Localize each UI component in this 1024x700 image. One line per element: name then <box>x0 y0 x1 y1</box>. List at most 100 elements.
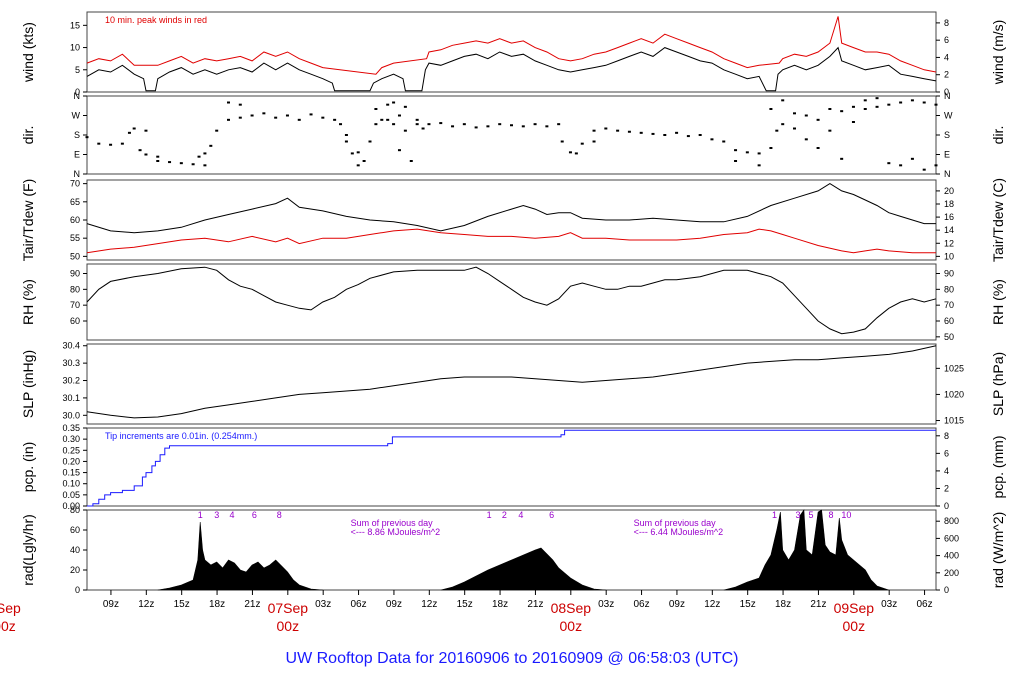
panel-wind: 0 5 10 15 0 2 4 6 8 wind (kts) wind (m/s) 10 min. p… <box>20 11 1006 97</box>
data-point <box>521 125 525 128</box>
sunshine-marker: 4 <box>518 510 523 520</box>
xtick-label: 21z <box>810 599 826 610</box>
data-point <box>197 155 201 158</box>
ytick-label: N <box>74 169 81 179</box>
ytick2-label: 400 <box>944 551 959 561</box>
data-point <box>560 140 564 143</box>
radiation-note: <--- 6.44 MJoules/m^2 <box>634 527 724 537</box>
panel-slp: 30.0 30.1 30.2 30.3 30.4 1015 1020 1025 SLP (inH… <box>20 341 1006 426</box>
data-point <box>851 105 855 108</box>
data-point <box>486 125 490 128</box>
data-point <box>875 97 879 100</box>
data-point <box>285 114 289 117</box>
data-point <box>757 164 761 167</box>
data-point <box>910 157 914 160</box>
ytick2-label: N <box>944 169 951 179</box>
ytick-label: E <box>74 150 80 160</box>
ytick2-label: 6 <box>944 448 949 458</box>
data-point <box>828 129 832 132</box>
ytick-label: 0.25 <box>62 445 80 455</box>
data-point <box>120 142 124 145</box>
data-point <box>415 118 419 121</box>
ytick-label: 0.15 <box>62 468 80 478</box>
sunshine-marker: 3 <box>214 510 219 520</box>
series-line-red <box>86 16 937 75</box>
ytick-label: 65 <box>70 197 80 207</box>
data-point <box>793 127 796 130</box>
data-point <box>392 101 396 104</box>
ytick-label: 30.3 <box>62 358 80 368</box>
data-point <box>397 114 401 117</box>
ytick2-label: 10 <box>944 251 954 261</box>
radiation-area-1 <box>440 547 606 591</box>
xtick-label: 09z <box>103 599 119 610</box>
date-label: 07Sep <box>268 600 309 616</box>
sunshine-marker: 5 <box>809 510 814 520</box>
ytick-label: 0.30 <box>62 434 80 444</box>
data-point <box>262 112 266 115</box>
sunshine-marker: 1 <box>198 510 203 520</box>
xtick-label: 03z <box>598 599 614 610</box>
ytick2-label: 18 <box>944 199 954 209</box>
data-point <box>840 110 844 113</box>
series-line-black <box>86 46 937 92</box>
data-point <box>227 118 230 121</box>
data-point <box>651 132 655 135</box>
ylabel-right: Tair/Tdew (C) <box>990 178 1006 262</box>
ytick2-label: 2 <box>944 70 949 80</box>
xtick-label: 12z <box>704 599 720 610</box>
radiation-note: Sum of previous day <box>634 518 717 528</box>
xtick-label: 03z <box>881 599 897 610</box>
panel-frame <box>86 179 937 261</box>
data-point <box>215 129 219 132</box>
data-point <box>922 101 926 104</box>
xtick-label: 21z <box>527 599 543 610</box>
data-point <box>816 147 820 149</box>
data-point <box>710 138 714 141</box>
ytick2-label: 90 <box>944 269 954 279</box>
data-point <box>498 123 502 126</box>
xtick-label: 18z <box>492 599 508 610</box>
ytick2-label: 0 <box>944 501 949 511</box>
data-point <box>545 125 549 128</box>
ytick2-label: 6 <box>944 35 949 45</box>
data-point <box>557 123 561 126</box>
data-point <box>734 149 738 152</box>
xtick-label: 15z <box>740 599 756 610</box>
panel-rh: 60 70 80 90 50 60 70 80 90 RH (%) RH (%) <box>20 263 1006 342</box>
ytick-label: 70 <box>70 300 80 310</box>
data-point <box>144 129 148 132</box>
data-point <box>356 164 360 167</box>
data-point <box>203 152 207 155</box>
data-point <box>627 130 631 133</box>
data-point <box>574 152 578 155</box>
xtick-label: 15z <box>457 599 473 610</box>
xtick-label: 06z <box>350 599 366 610</box>
series-line-black <box>86 345 937 419</box>
data-point <box>474 126 478 129</box>
ytick2-label: 16 <box>944 212 954 222</box>
sunshine-marker: 2 <box>502 510 507 520</box>
ylabel-right: RH (%) <box>990 279 1006 325</box>
ytick2-label: 600 <box>944 533 959 543</box>
ylabel-left: SLP (inHg) <box>20 350 36 418</box>
ytick-label: 60 <box>70 525 80 535</box>
data-point <box>934 164 938 167</box>
data-point <box>138 149 142 152</box>
radiation-note: <--- 8.86 MJoules/m^2 <box>351 527 441 537</box>
ytick-label: 0.10 <box>62 479 80 489</box>
ylabel-right: rad (W/m^2) <box>990 512 1006 589</box>
series-line-black <box>86 266 937 335</box>
data-point <box>362 160 366 162</box>
ylabel-right: dir. <box>990 126 1006 145</box>
data-point <box>863 108 867 110</box>
data-point <box>344 134 348 136</box>
data-point <box>427 123 431 126</box>
ytick-label: S <box>74 130 80 140</box>
data-point <box>297 118 301 121</box>
data-point <box>397 149 401 152</box>
radiation-area-2 <box>723 509 889 591</box>
data-point <box>380 118 384 121</box>
ytick-label: 30.2 <box>62 376 80 386</box>
